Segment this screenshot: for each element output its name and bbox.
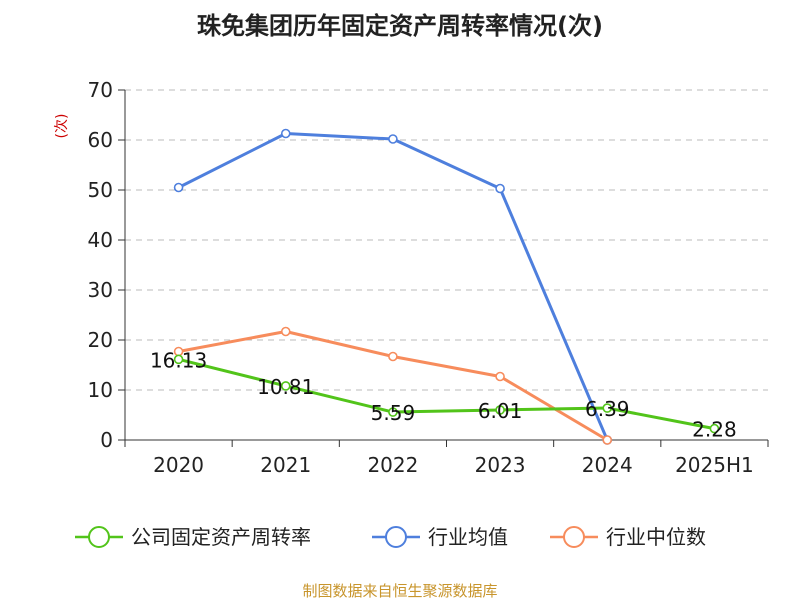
legend-item[interactable]: 行业均值 — [372, 525, 508, 549]
data-point[interactable] — [280, 326, 291, 337]
legend-item[interactable]: 行业中位数 — [550, 525, 706, 549]
y-tick-label: 20 — [88, 328, 113, 352]
y-tick-label: 50 — [88, 178, 113, 202]
data-point[interactable] — [280, 128, 291, 139]
data-point[interactable] — [388, 407, 398, 417]
data-point[interactable] — [388, 134, 398, 144]
legend-marker — [385, 526, 407, 548]
data-label: 2.28 — [692, 418, 737, 442]
y-tick-label: 40 — [88, 228, 113, 252]
series-layer — [173, 128, 720, 445]
legend-item[interactable]: 公司固定资产周转率 — [75, 525, 311, 549]
y-tick-label: 60 — [88, 128, 113, 152]
y-axis-label: (次) — [54, 114, 70, 139]
chart-title: 珠免集团历年固定资产周转率情况(次) — [197, 12, 603, 40]
source-note: 制图数据来自恒生聚源数据库 — [302, 582, 497, 600]
data-point[interactable] — [495, 405, 505, 415]
x-tick-label: 2024 — [582, 453, 633, 477]
data-point[interactable] — [388, 351, 398, 362]
data-label: 5.59 — [371, 401, 416, 425]
data-labels: 16.13 10.81 5.59 6.01 6.39 2.28 — [150, 348, 737, 441]
y-tick-label: 0 — [100, 428, 113, 452]
x-tick-label: 2023 — [475, 453, 526, 477]
x-tick-label: 2025H1 — [675, 453, 754, 477]
data-point[interactable] — [280, 381, 291, 391]
data-point[interactable] — [602, 403, 613, 413]
legend-marker — [88, 526, 110, 548]
legend-label: 行业均值 — [428, 525, 508, 549]
data-point[interactable] — [495, 183, 505, 194]
x-tick-label: 2022 — [367, 453, 418, 477]
data-point[interactable] — [173, 354, 184, 365]
x-tick-label: 2020 — [153, 453, 204, 477]
legend[interactable]: 公司固定资产周转率 行业均值 行业中位数 — [75, 525, 706, 549]
legend-label: 公司固定资产周转率 — [131, 525, 311, 549]
grid-lines — [125, 89, 768, 391]
data-point[interactable] — [709, 423, 720, 434]
series-line — [177, 132, 609, 441]
legend-marker — [563, 526, 585, 548]
data-label: 16.13 — [150, 348, 207, 372]
legend-label: 行业中位数 — [606, 525, 706, 549]
data-label: 6.01 — [478, 399, 523, 423]
data-point[interactable] — [495, 371, 505, 382]
data-label: 6.39 — [585, 397, 630, 421]
y-tick-label: 30 — [88, 278, 113, 302]
series-line — [178, 357, 715, 431]
x-tick-label: 2021 — [260, 453, 311, 477]
y-tick-label: 10 — [88, 378, 113, 402]
data-point[interactable] — [602, 435, 613, 445]
data-label: 10.81 — [257, 375, 314, 399]
axes: 0 10 20 30 40 50 60 70 2020 2021 2022 2023 2024 2025H… — [88, 78, 769, 477]
data-point[interactable] — [173, 182, 184, 193]
y-tick-label: 70 — [88, 78, 113, 102]
